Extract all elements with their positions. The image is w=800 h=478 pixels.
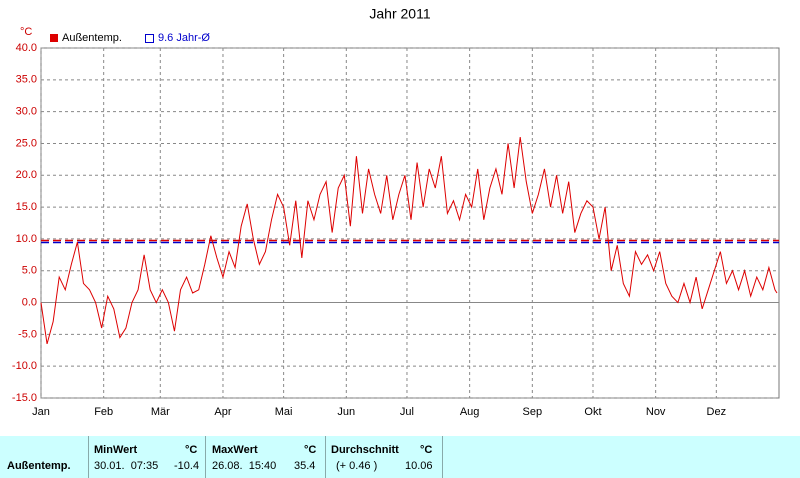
x-tick-label: Sep — [523, 406, 543, 418]
header: °C — [420, 444, 433, 456]
cell: 35.4 — [294, 460, 316, 472]
y-tick-label: -10.0 — [12, 360, 37, 372]
x-tick-label: Okt — [584, 406, 601, 418]
x-tick-label: Mär — [151, 406, 170, 418]
legend-label: 9.6 Jahr-Ø — [158, 32, 210, 44]
legend-label: Außentemp. — [62, 32, 122, 44]
y-unit: °C — [20, 26, 32, 38]
legend-swatch — [145, 34, 154, 43]
separator — [205, 436, 206, 478]
y-tick-label: 20.0 — [16, 169, 37, 181]
y-tick-label: 25.0 — [16, 137, 37, 149]
separator — [325, 436, 326, 478]
x-tick-label: Nov — [646, 406, 666, 418]
footer: MinWert °C MaxWert °C Durchschnitt °C Au… — [0, 436, 800, 478]
plot-area — [40, 47, 780, 399]
y-tick-label: -5.0 — [18, 328, 37, 340]
header: MaxWert — [212, 444, 258, 456]
header: °C — [304, 444, 317, 456]
x-tick-label: Apr — [214, 406, 231, 418]
y-tick-label: 35.0 — [16, 74, 37, 86]
y-tick-label: 15.0 — [16, 201, 37, 213]
line — [40, 137, 778, 345]
y-tick-label: 40.0 — [16, 42, 37, 54]
x-tick-label: Jun — [337, 406, 355, 418]
x-tick-label: Jul — [400, 406, 414, 418]
row-label: Außentemp. — [7, 460, 71, 472]
header: °C — [185, 444, 198, 456]
chart-title: Jahr 2011 — [369, 6, 430, 22]
x-tick-label: Aug — [460, 406, 480, 418]
y-tick-label: -15.0 — [12, 392, 37, 404]
x-tick-label: Jan — [32, 406, 50, 418]
y-tick-label: 10.0 — [16, 233, 37, 245]
y-tick-label: 0.0 — [22, 296, 37, 308]
x-tick-label: Dez — [707, 406, 727, 418]
separator — [442, 436, 443, 478]
header: Durchschnitt — [331, 444, 399, 456]
chart: Jahr 2011 °C -15.0 -10.0 -5.0 0.0 5.0 10.0 15.… — [12, 6, 780, 418]
cell: 26.08. 15:40 — [212, 460, 277, 472]
separator — [88, 436, 89, 478]
x-tick-label: Mai — [275, 406, 293, 418]
y-tick-label: 5.0 — [22, 265, 37, 277]
cell: (+ 0.46 ) — [336, 460, 378, 472]
cell: 10.06 — [405, 460, 433, 472]
header: MinWert — [94, 444, 138, 456]
cell: 30.01. 07:35 — [94, 460, 159, 472]
x-tick-label: Feb — [94, 406, 113, 418]
legend-swatch — [50, 34, 58, 42]
y-tick-label: 30.0 — [16, 106, 37, 118]
cell: -10.4 — [174, 460, 200, 472]
